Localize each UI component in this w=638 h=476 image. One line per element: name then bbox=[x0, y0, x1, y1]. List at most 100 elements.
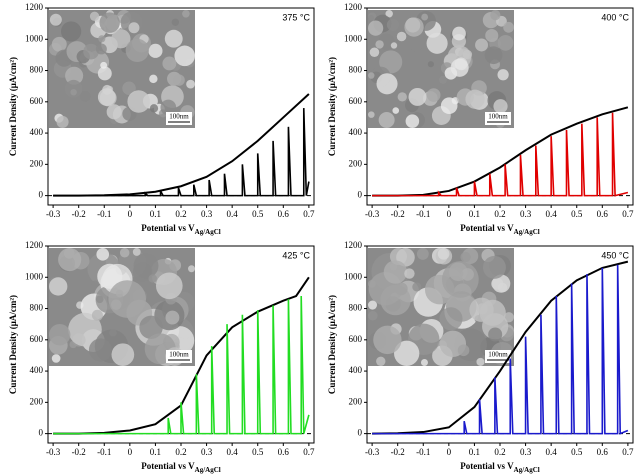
panel: 0 200 400 600 800 1000 1200 -0.3 -0.2 -0.1 0 0.1 0.2… bbox=[327, 240, 634, 474]
sem-texture bbox=[99, 12, 120, 33]
sem-texture bbox=[132, 262, 153, 282]
data-line bbox=[53, 108, 310, 197]
sem-texture bbox=[97, 88, 116, 106]
sem-texture bbox=[394, 340, 420, 366]
sem-texture bbox=[503, 21, 514, 33]
sem-texture bbox=[368, 15, 375, 22]
sem-texture bbox=[410, 40, 422, 52]
y-tick-label: 800 bbox=[30, 303, 44, 313]
sem-texture bbox=[457, 344, 470, 357]
sem-texture bbox=[452, 26, 466, 41]
sem-texture bbox=[412, 282, 422, 292]
sem-texture bbox=[475, 38, 489, 52]
x-axis-title-sub: Ag/AgCl bbox=[514, 466, 540, 474]
sem-texture bbox=[58, 248, 82, 272]
sem-inset: 100nm bbox=[368, 248, 514, 366]
sem-texture bbox=[65, 66, 84, 85]
sem-texture bbox=[404, 268, 415, 279]
sem-texture bbox=[476, 357, 485, 366]
x-axis-title: Potential vs VAg/AgCl bbox=[141, 461, 220, 474]
x-tick-label: 0.7 bbox=[303, 209, 315, 219]
sem-texture bbox=[61, 21, 82, 42]
sem-texture bbox=[149, 104, 159, 113]
sem-texture bbox=[439, 307, 463, 331]
x-tick-label: 0.2 bbox=[175, 209, 186, 219]
sem-texture bbox=[88, 338, 112, 362]
sem-texture bbox=[49, 323, 71, 346]
sem-texture bbox=[148, 43, 163, 58]
x-axis-title-sub: Ag/AgCl bbox=[514, 228, 540, 236]
y-tick-label: 1000 bbox=[25, 33, 44, 43]
x-tick-label: 0.1 bbox=[150, 209, 161, 219]
sem-texture bbox=[375, 40, 384, 49]
sem-texture bbox=[188, 265, 195, 273]
x-tick-label: 0.6 bbox=[597, 447, 609, 457]
sem-texture bbox=[404, 17, 424, 37]
sem-texture bbox=[392, 107, 400, 114]
y-tick-label: 400 bbox=[30, 127, 44, 137]
sem-texture bbox=[490, 10, 501, 21]
sem-texture bbox=[405, 114, 420, 128]
y-tick-label: 800 bbox=[349, 303, 363, 313]
sem-texture bbox=[106, 104, 122, 120]
x-axis-title-sub: Ag/AgCl bbox=[195, 228, 221, 236]
sem-texture bbox=[97, 263, 123, 289]
annotation: 425 °C bbox=[282, 250, 310, 260]
y-axis-title: Current Density (μA/cm²) bbox=[327, 57, 337, 156]
x-tick-label: 0.4 bbox=[227, 447, 239, 457]
sem-texture bbox=[56, 115, 69, 128]
sem-texture bbox=[164, 29, 183, 48]
sem-texture bbox=[64, 79, 83, 98]
x-axis-title-sub: Ag/AgCl bbox=[195, 466, 221, 474]
x-axis-title-main: Potential vs V bbox=[460, 223, 514, 233]
x-tick-label: 0 bbox=[447, 209, 452, 219]
y-tick-label: 1000 bbox=[344, 33, 363, 43]
y-tick-label: 1000 bbox=[25, 271, 44, 281]
x-tick-label: 0.3 bbox=[201, 209, 213, 219]
x-tick-label: 0.3 bbox=[201, 447, 213, 457]
sem-texture bbox=[95, 295, 104, 304]
panel: 0 200 400 600 800 1000 1200 -0.3 -0.2 -0.1 0 0.1 0.2… bbox=[327, 2, 634, 236]
x-tick-label: 0.1 bbox=[469, 447, 480, 457]
y-tick-label: 800 bbox=[30, 65, 44, 75]
sem-texture bbox=[182, 10, 190, 18]
y-tick-label: 0 bbox=[39, 428, 44, 438]
x-tick-label: -0.2 bbox=[391, 447, 405, 457]
sem-texture bbox=[68, 312, 102, 347]
sem-texture bbox=[49, 13, 62, 26]
y-tick-label: 400 bbox=[30, 365, 44, 375]
sem-texture bbox=[132, 248, 141, 256]
sem-texture bbox=[416, 248, 429, 260]
sem-texture bbox=[397, 92, 407, 102]
x-tick-label: 0.4 bbox=[227, 209, 239, 219]
x-axis-title-main: Potential vs V bbox=[141, 461, 195, 471]
sem-texture bbox=[51, 36, 67, 52]
sem-texture bbox=[111, 29, 131, 49]
sem-texture bbox=[497, 69, 509, 81]
scale-label: 100nm bbox=[169, 351, 189, 359]
sem-texture bbox=[109, 328, 117, 337]
y-axis-title: Current Density (μA/cm²) bbox=[8, 57, 18, 156]
x-tick-label: 0.4 bbox=[546, 447, 558, 457]
y-tick-label: 600 bbox=[30, 334, 44, 344]
data-line bbox=[372, 112, 629, 197]
y-axis-title: Current Density (μA/cm²) bbox=[8, 295, 18, 394]
y-tick-label: 1000 bbox=[344, 271, 363, 281]
x-axis-title: Potential vs VAg/AgCl bbox=[141, 223, 220, 236]
sem-texture bbox=[460, 251, 471, 263]
y-tick-label: 200 bbox=[349, 396, 363, 406]
panel: 0 200 400 600 800 1000 1200 -0.3 -0.2 -0.1 0 0.1 0.2… bbox=[8, 240, 315, 474]
x-tick-label: -0.1 bbox=[97, 209, 111, 219]
sem-texture bbox=[427, 61, 434, 68]
sem-texture bbox=[96, 248, 110, 261]
annotation: 400 °C bbox=[601, 12, 629, 22]
sem-texture bbox=[491, 277, 504, 290]
sem-texture bbox=[396, 31, 407, 42]
sem-texture bbox=[465, 89, 485, 109]
sem-texture bbox=[148, 274, 157, 283]
x-tick-label: 0.1 bbox=[150, 447, 161, 457]
sem-inset: 100nm bbox=[49, 10, 195, 128]
sem-texture bbox=[127, 90, 150, 113]
y-tick-label: 600 bbox=[30, 96, 44, 106]
